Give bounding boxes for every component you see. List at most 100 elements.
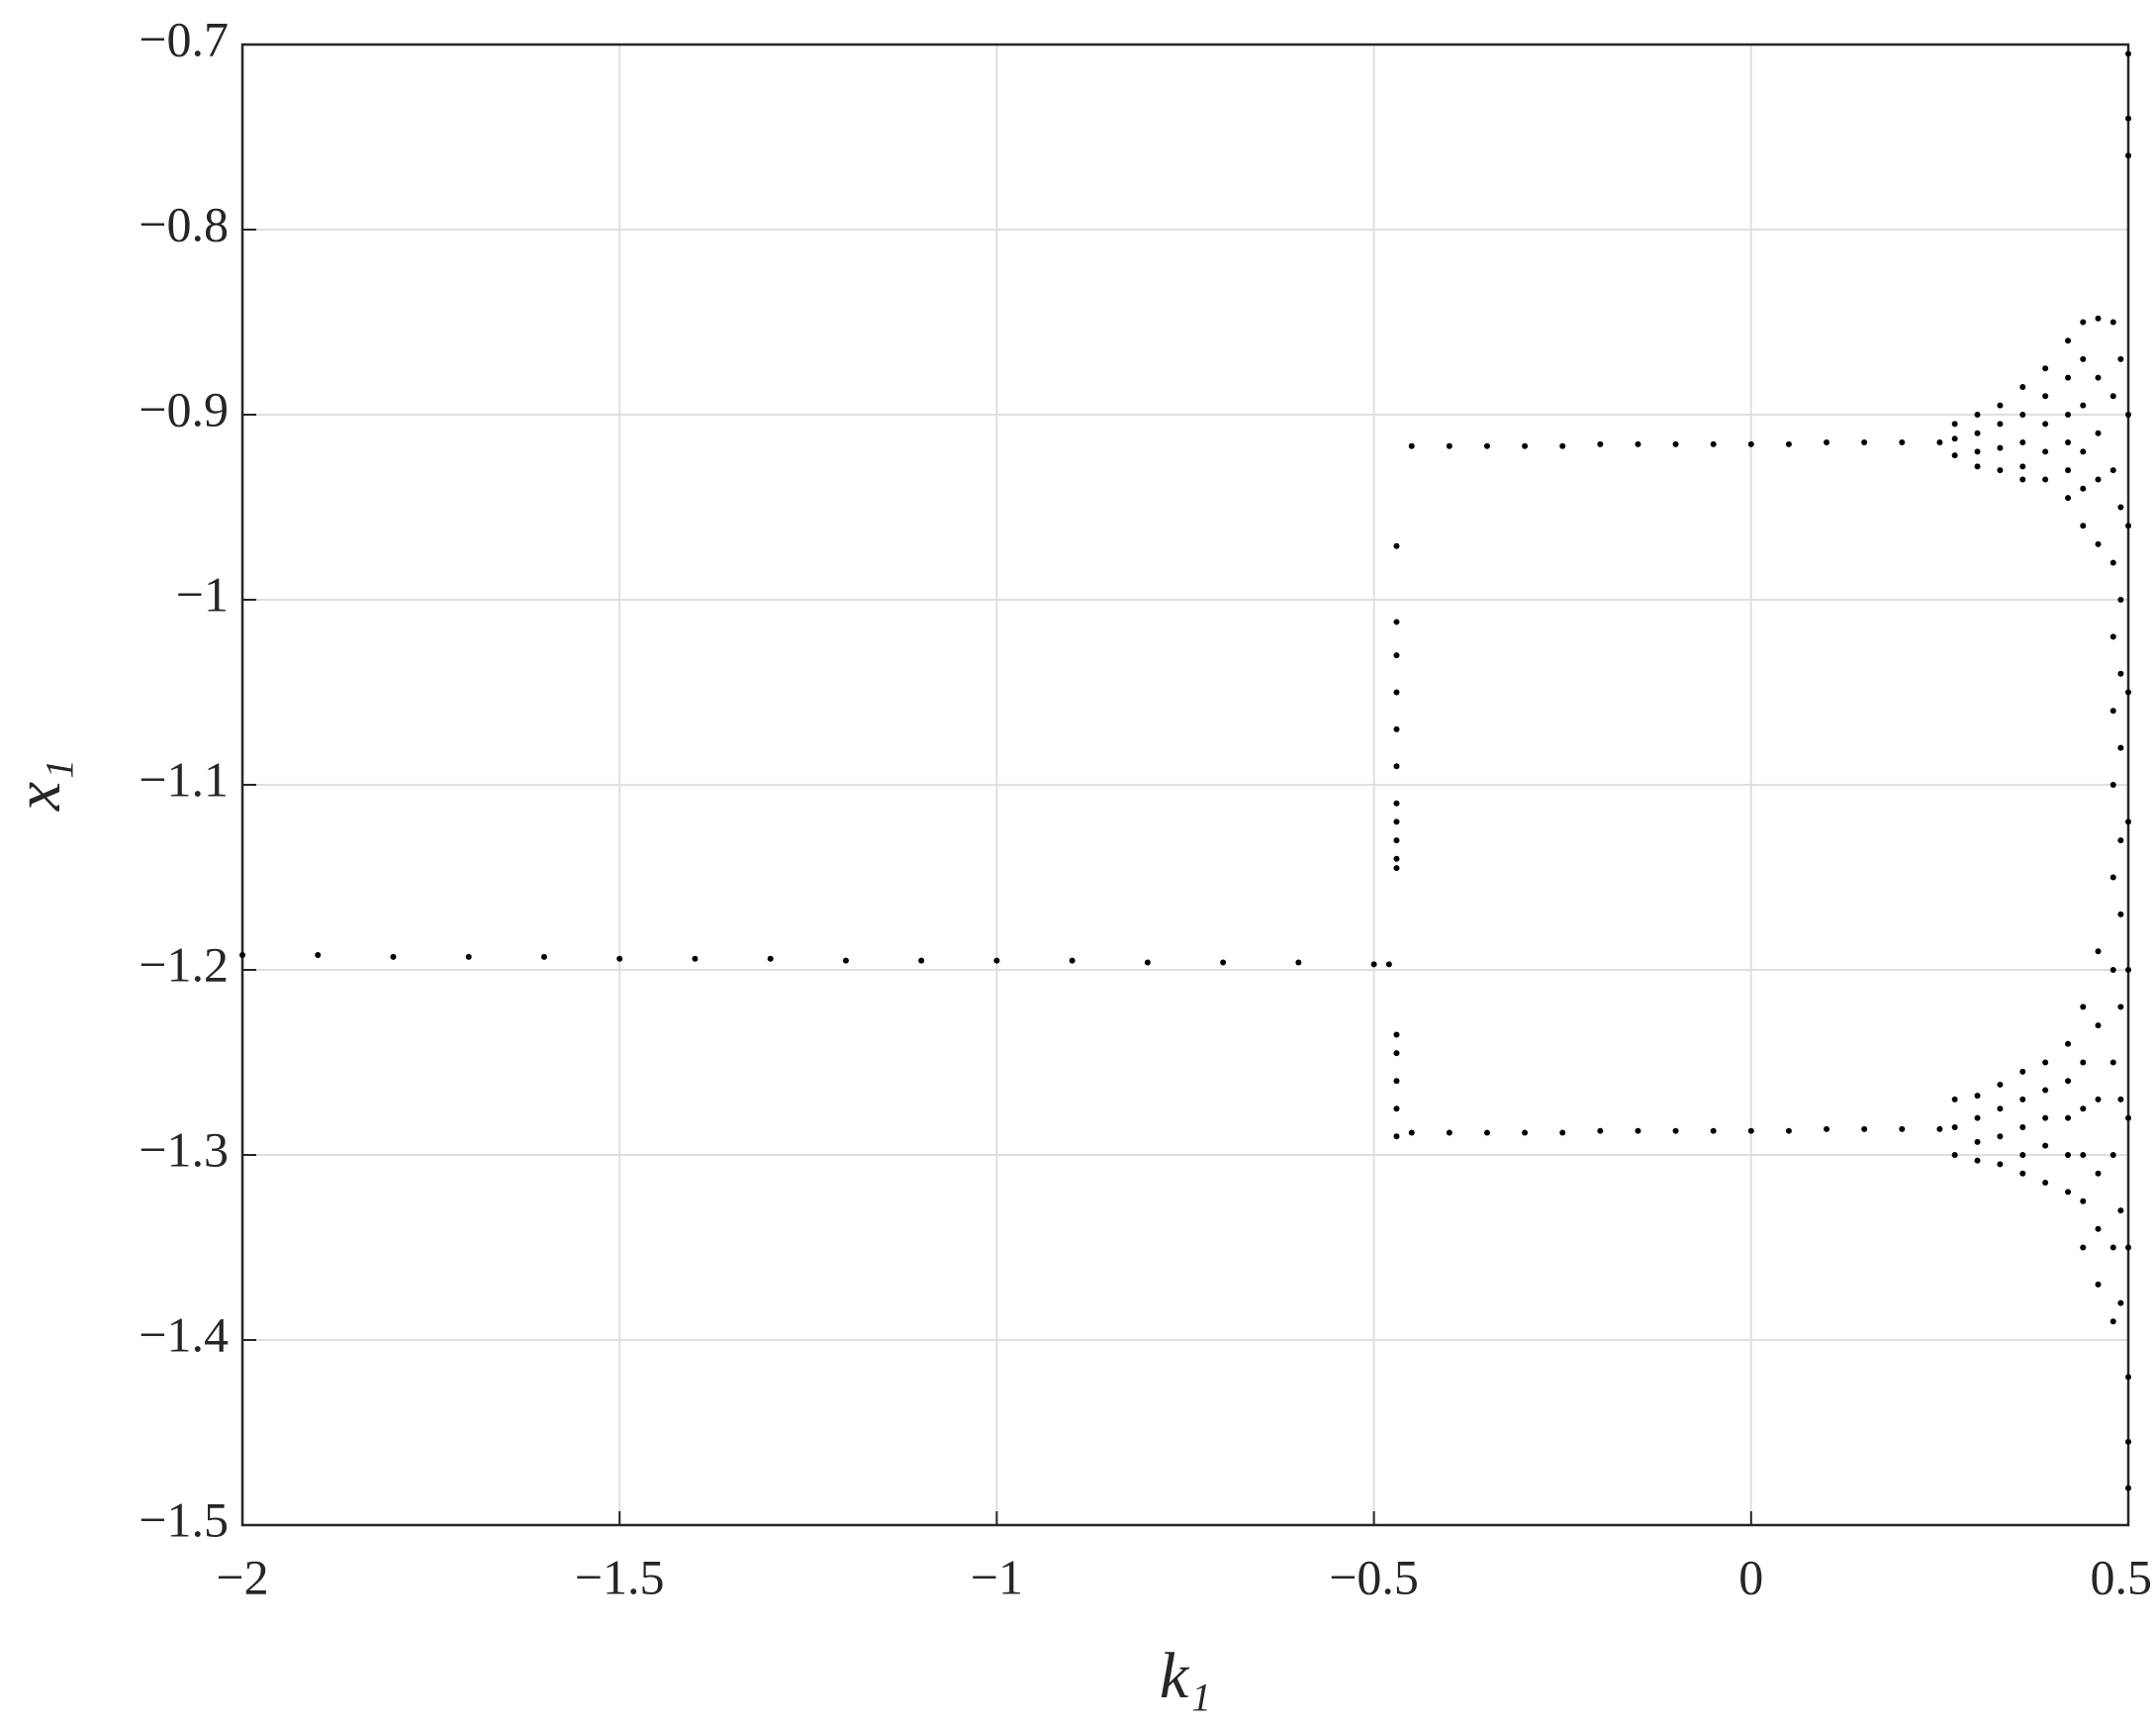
point: [1295, 959, 1302, 966]
point: [2109, 319, 2116, 326]
point: [1951, 452, 1958, 459]
point: [2080, 319, 2087, 326]
point: [1635, 1127, 1641, 1134]
point: [1144, 959, 1151, 966]
point: [1951, 1152, 1958, 1158]
point: [2019, 1068, 2026, 1075]
point: [2080, 1244, 2087, 1251]
point: [1785, 1127, 1792, 1134]
point: [2080, 355, 2087, 362]
point: [2109, 393, 2116, 400]
point: [1393, 865, 1400, 872]
y-tick-label: −0.8: [139, 196, 229, 251]
point: [2065, 495, 2072, 502]
point: [2080, 1152, 2087, 1158]
point: [2080, 485, 2087, 492]
point: [1936, 1125, 1943, 1132]
point: [1997, 1081, 2004, 1088]
point: [2042, 1180, 2049, 1187]
point: [2125, 1114, 2131, 1121]
point: [2042, 448, 2049, 455]
point: [2042, 476, 2049, 483]
point: [1393, 725, 1400, 732]
point: [2080, 1059, 2087, 1066]
point: [2065, 1152, 2072, 1158]
point: [2065, 337, 2072, 344]
point: [1522, 442, 1529, 449]
point: [315, 952, 322, 959]
point: [2042, 1087, 2049, 1094]
x-tick-label: −0.5: [1329, 1549, 1419, 1604]
point: [2019, 476, 2026, 483]
point: [1370, 961, 1377, 968]
point: [1483, 442, 1490, 449]
point: [2125, 115, 2131, 122]
point: [2117, 910, 2124, 917]
point: [2042, 1142, 2049, 1149]
point: [1861, 1125, 1868, 1132]
point: [2117, 504, 2124, 511]
x-tick-label: 0: [1738, 1549, 1763, 1604]
point: [1974, 448, 1981, 455]
point: [842, 957, 849, 964]
point: [2019, 1152, 2026, 1158]
point: [1446, 442, 1453, 449]
point: [1446, 1129, 1453, 1136]
point: [2019, 412, 2026, 418]
point: [1974, 430, 1981, 436]
point: [1220, 959, 1227, 966]
point: [1710, 1127, 1717, 1134]
point: [1785, 440, 1792, 447]
point: [2065, 1040, 2072, 1047]
point: [1974, 1114, 1981, 1121]
point: [2117, 670, 2124, 677]
point: [1951, 421, 1958, 428]
point: [1408, 442, 1415, 449]
y-axis-label: x₁: [2, 759, 74, 812]
point: [2125, 689, 2131, 696]
point: [1974, 1157, 1981, 1164]
y-tick-label: −1.3: [139, 1121, 229, 1177]
point: [2095, 476, 2102, 483]
y-tick-label: −0.9: [139, 381, 229, 436]
point: [616, 955, 623, 962]
point: [2109, 874, 2116, 881]
point: [2095, 1022, 2102, 1029]
point: [239, 952, 245, 959]
point: [2117, 1004, 2124, 1010]
point: [1393, 652, 1400, 659]
point: [2117, 1207, 2124, 1214]
point: [1672, 1127, 1679, 1134]
plot-frame: [240, 43, 2130, 1527]
point: [1597, 1127, 1604, 1134]
point: [1672, 440, 1679, 447]
point: [2019, 439, 2026, 446]
point: [2095, 1225, 2102, 1232]
point: [2065, 1114, 2072, 1121]
point: [540, 953, 547, 960]
point: [2042, 1059, 2049, 1066]
point: [1393, 763, 1400, 770]
point: [1408, 1129, 1415, 1136]
y-tick-label: −1.4: [139, 1306, 229, 1362]
point: [2109, 1318, 2116, 1325]
point: [2042, 393, 2049, 400]
y-tick-label: −1.2: [139, 936, 229, 992]
point: [1899, 439, 1906, 446]
y-tick-label: −1: [176, 566, 229, 622]
point: [2125, 152, 2131, 159]
point: [2117, 1096, 2124, 1102]
point: [1899, 1125, 1906, 1132]
point: [2095, 374, 2102, 381]
point: [2095, 948, 2102, 955]
point: [2125, 967, 2131, 973]
point: [1861, 439, 1868, 446]
point: [2109, 467, 2116, 474]
point: [1069, 957, 1076, 964]
point: [2125, 412, 2131, 418]
point: [1393, 689, 1400, 696]
point: [2019, 383, 2026, 390]
point: [2109, 1059, 2116, 1066]
point: [2080, 1198, 2087, 1204]
